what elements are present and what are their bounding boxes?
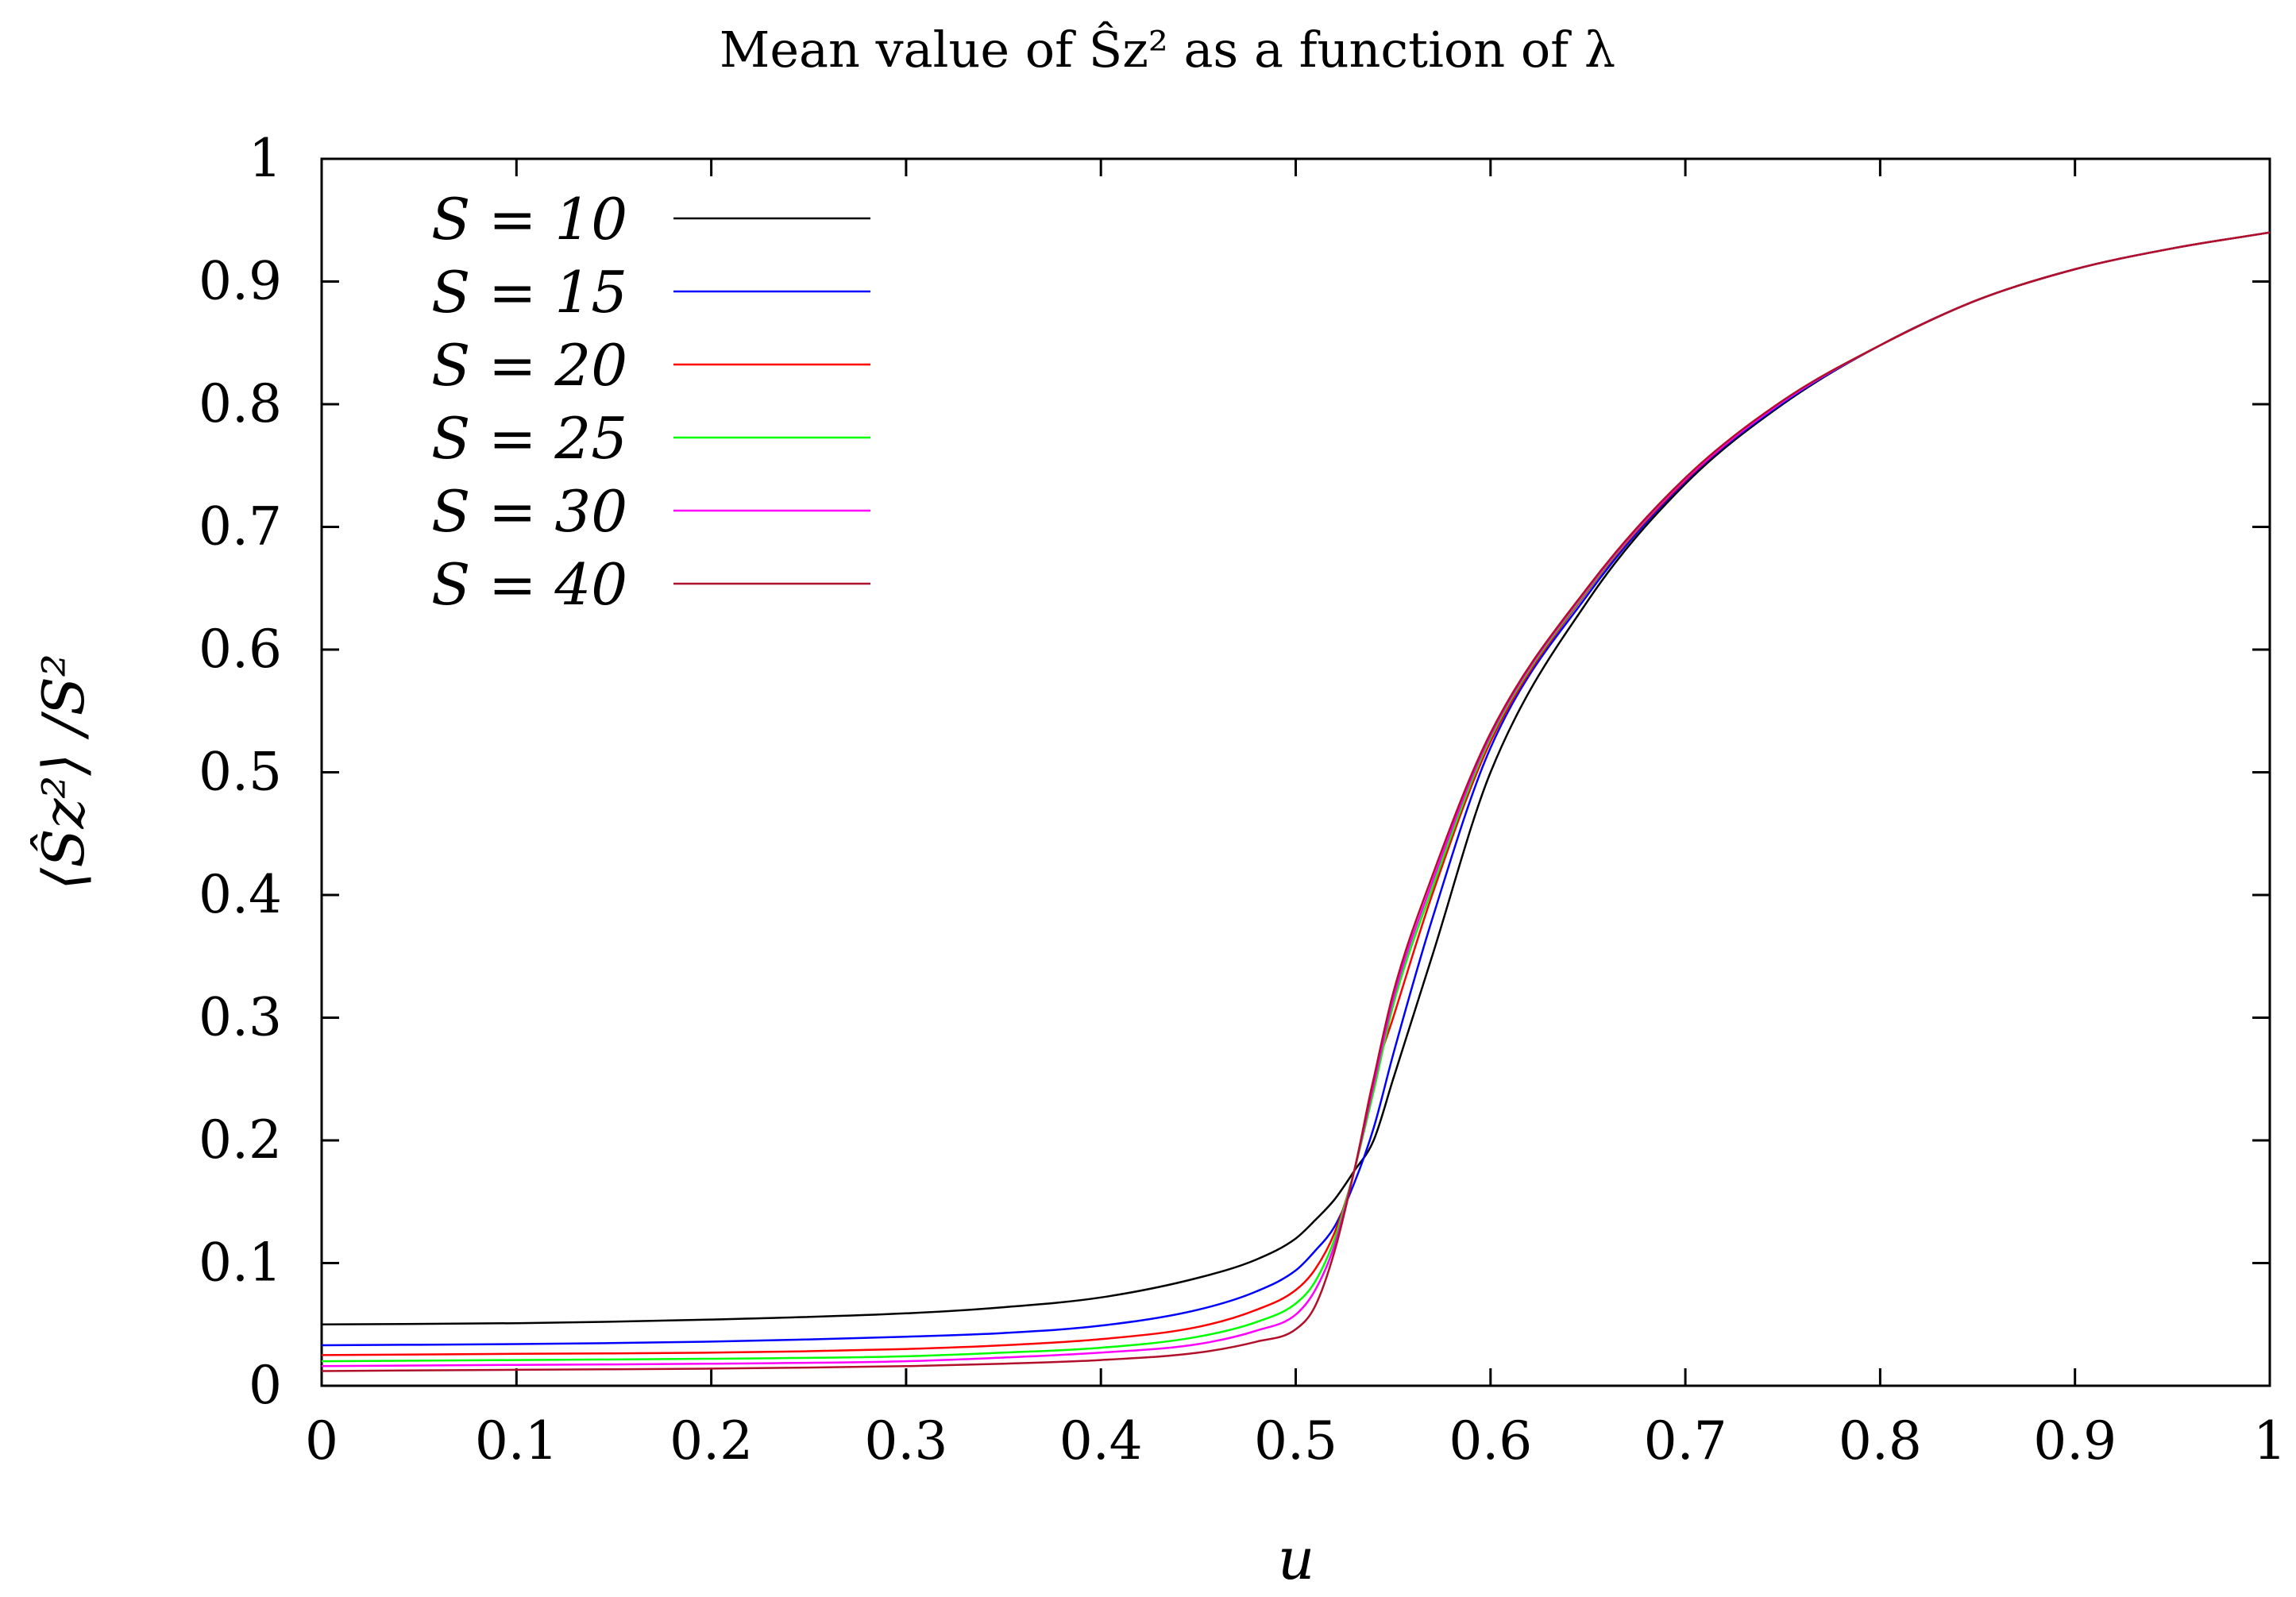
legend-label: S = 10 xyxy=(431,186,627,253)
y-tick-label: 0.1 xyxy=(199,1232,282,1294)
x-tick-label: 0.7 xyxy=(1644,1410,1727,1472)
x-tick-label: 0.8 xyxy=(1839,1410,1922,1472)
x-tick-label: 0.4 xyxy=(1059,1410,1143,1472)
series-lines xyxy=(321,231,2271,1372)
legend-label: S = 40 xyxy=(431,551,627,618)
y-tick-label: 0 xyxy=(249,1355,282,1416)
chart-title: Mean value of Ŝz² as a function of λ xyxy=(720,21,1615,79)
y-tick-label: 0.5 xyxy=(199,742,282,803)
series-line-30 xyxy=(321,231,2271,1367)
y-tick-label: 0.3 xyxy=(199,987,282,1048)
y-tick-label: 0.8 xyxy=(199,373,282,434)
x-tick-label: 0.6 xyxy=(1449,1410,1532,1472)
x-tick-label: 0 xyxy=(305,1410,338,1472)
y-tick-label: 0.7 xyxy=(199,496,282,557)
x-tick-label: 0.1 xyxy=(475,1410,558,1472)
legend-label: S = 25 xyxy=(431,405,627,472)
y-tick-label: 0.6 xyxy=(199,619,282,680)
x-tick-label: 0.2 xyxy=(670,1410,753,1472)
series-line-25 xyxy=(321,231,2271,1363)
y-tick-label: 0.9 xyxy=(199,251,282,312)
y-tick-label: 0.4 xyxy=(199,864,282,925)
legend: S = 10S = 15S = 20S = 25S = 30S = 40 xyxy=(431,186,870,618)
x-tick-label: 0.9 xyxy=(2033,1410,2117,1472)
x-axis: 0 0.1 0.2 0.3 0.4 0.5 0.6 0.7 0.8 0.9 1 xyxy=(305,159,2286,1472)
series-line-15 xyxy=(321,231,2271,1347)
x-axis-title: u xyxy=(1278,1526,1314,1592)
x-tick-label: 0.5 xyxy=(1254,1410,1337,1472)
x-tick-label: 1 xyxy=(2253,1410,2286,1472)
series-line-20 xyxy=(321,231,2271,1356)
y-axis-title: ⟨Ŝz²⟩ /S² xyxy=(29,654,97,890)
y-tick-label: 0.2 xyxy=(199,1109,282,1171)
x-tick-label: 0.3 xyxy=(864,1410,947,1472)
legend-label: S = 20 xyxy=(431,332,627,399)
y-axis: 0 0.1 0.2 0.3 0.4 0.5 0.6 0.7 0.8 0.9 1 xyxy=(199,128,2270,1416)
legend-label: S = 30 xyxy=(431,478,627,545)
y-tick-label: 1 xyxy=(249,128,282,189)
legend-label: S = 15 xyxy=(431,259,627,326)
series-line-40 xyxy=(321,231,2271,1372)
